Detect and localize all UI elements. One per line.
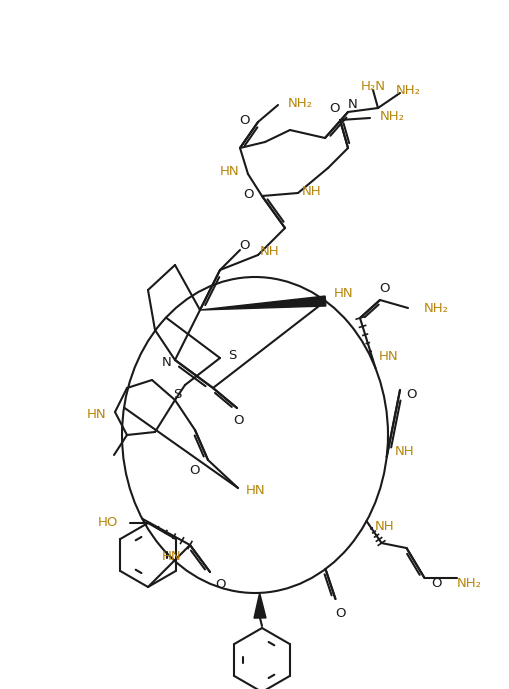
Text: NH: NH xyxy=(395,446,414,458)
Text: NH: NH xyxy=(260,245,280,258)
Text: HO: HO xyxy=(98,517,118,530)
Text: NH: NH xyxy=(302,185,322,198)
Text: O: O xyxy=(215,577,225,590)
Text: O: O xyxy=(234,413,244,426)
Text: NH₂: NH₂ xyxy=(423,302,448,314)
Text: N: N xyxy=(162,356,172,369)
Text: NH₂: NH₂ xyxy=(457,577,482,590)
Text: O: O xyxy=(239,114,249,127)
Text: O: O xyxy=(240,238,250,251)
Text: S: S xyxy=(228,349,236,362)
Text: O: O xyxy=(243,187,253,200)
Polygon shape xyxy=(254,593,266,618)
Polygon shape xyxy=(200,296,326,310)
Text: O: O xyxy=(431,577,442,590)
Text: HN: HN xyxy=(379,350,399,362)
Text: HN: HN xyxy=(162,551,182,564)
Text: O: O xyxy=(380,282,390,294)
Text: O: O xyxy=(189,464,199,477)
Text: HN: HN xyxy=(334,287,353,300)
Text: O: O xyxy=(407,389,417,402)
Text: H₂N: H₂N xyxy=(360,79,385,92)
Text: HN: HN xyxy=(220,165,240,178)
Text: HN: HN xyxy=(87,407,107,420)
Text: NH₂: NH₂ xyxy=(288,96,313,110)
Text: HN: HN xyxy=(246,484,266,497)
Text: S: S xyxy=(173,389,181,402)
Text: O: O xyxy=(330,101,340,114)
Text: NH₂: NH₂ xyxy=(380,110,405,123)
Text: NH: NH xyxy=(375,520,394,533)
Text: NH₂: NH₂ xyxy=(395,83,420,96)
Text: O: O xyxy=(335,608,346,621)
Text: N: N xyxy=(348,98,358,110)
